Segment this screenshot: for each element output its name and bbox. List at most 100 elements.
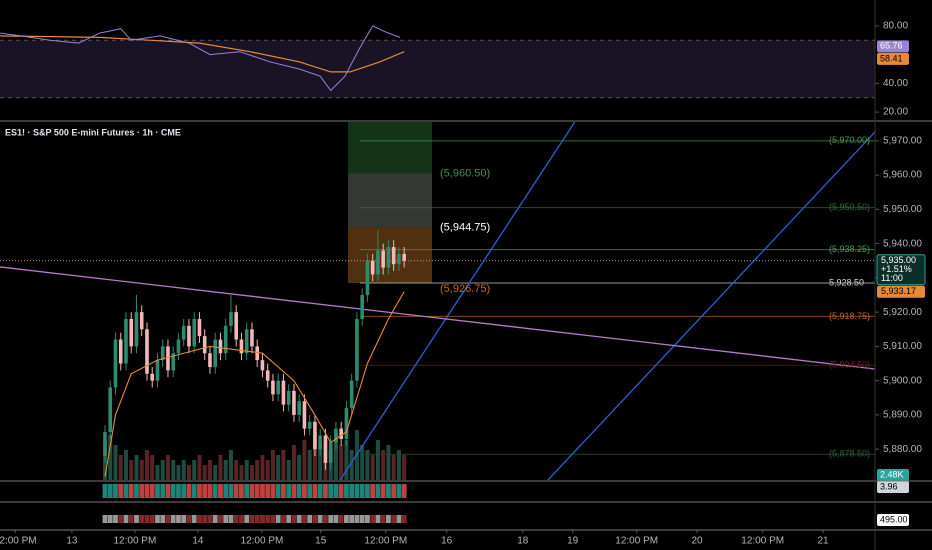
candle-body bbox=[113, 339, 118, 388]
indicator-cell bbox=[218, 484, 223, 498]
y-tick-label: 5,920.00 bbox=[883, 307, 922, 318]
candle-body bbox=[386, 247, 391, 268]
indicator-cell bbox=[396, 484, 402, 498]
indicator-cell bbox=[275, 484, 281, 498]
indicator2-cell bbox=[197, 515, 202, 523]
main-pane bbox=[0, 122, 875, 480]
indicator2-cell bbox=[375, 515, 381, 523]
indicator-cell bbox=[212, 484, 218, 498]
rsi-line bbox=[0, 25, 401, 92]
volume-bar bbox=[381, 450, 386, 480]
y-tick-label: 5,900.00 bbox=[883, 375, 922, 386]
rsi-ma-last: 58.41 bbox=[880, 53, 903, 63]
indicator2-cell bbox=[191, 515, 197, 523]
volume-bar bbox=[186, 465, 191, 480]
candle-body bbox=[397, 253, 401, 265]
candle-body bbox=[281, 380, 286, 405]
candle-body bbox=[250, 329, 254, 347]
indicator2-label: 495.00 bbox=[880, 514, 908, 524]
volume-bar bbox=[391, 455, 396, 480]
candle-body bbox=[355, 318, 359, 381]
rsi-tick-label: 20.00 bbox=[883, 107, 908, 118]
indicator2-cell bbox=[107, 515, 113, 523]
indicator2-cell bbox=[218, 515, 223, 523]
indicator-cell bbox=[239, 484, 244, 498]
volume-bar bbox=[150, 455, 155, 480]
volume-bar bbox=[265, 460, 270, 480]
indicator2-cell bbox=[223, 515, 229, 523]
candle-body bbox=[213, 339, 218, 367]
rsi-ma-line bbox=[0, 35, 405, 73]
candle-body bbox=[255, 346, 259, 361]
indicator2-cell bbox=[401, 515, 407, 523]
indicator2-cell bbox=[113, 515, 118, 523]
indicator-cell bbox=[254, 484, 260, 498]
volume-bar bbox=[249, 465, 254, 480]
indicator2-cell bbox=[307, 515, 313, 523]
indicator2-cell bbox=[149, 515, 155, 523]
candle-body bbox=[166, 346, 170, 371]
indicator-cell bbox=[344, 484, 349, 498]
candle-body bbox=[292, 390, 296, 415]
x-tick-label: 15 bbox=[315, 536, 327, 547]
indicator2-label-bg bbox=[877, 514, 909, 526]
last-price-bg bbox=[876, 254, 926, 286]
box-level-label: (5,960.50) bbox=[440, 167, 490, 179]
indicator2-cell bbox=[391, 515, 397, 523]
indicator2-cell bbox=[317, 515, 323, 523]
volume-bar bbox=[202, 465, 207, 480]
indicator2-cell bbox=[186, 515, 192, 523]
candle-body bbox=[381, 250, 385, 268]
indicator2-cell bbox=[359, 515, 365, 523]
candle-body bbox=[370, 260, 375, 275]
indicator2-cell bbox=[144, 515, 150, 523]
indicator2-cell bbox=[128, 515, 134, 523]
indicator-cell bbox=[291, 484, 297, 498]
volume-bar bbox=[344, 440, 349, 480]
volume-bar bbox=[218, 455, 223, 480]
rsi-last: 65.76 bbox=[880, 41, 903, 51]
last-price: 5,935.00 bbox=[881, 255, 916, 265]
rsi-last-bg bbox=[877, 40, 909, 53]
indicator-cell bbox=[181, 484, 187, 498]
volume-bar bbox=[134, 455, 139, 480]
countdown: 11:00 bbox=[881, 273, 903, 283]
indicator-cell bbox=[323, 484, 328, 498]
indicator2-cell bbox=[260, 515, 265, 523]
indicator2-cell bbox=[270, 515, 276, 523]
candle-body bbox=[365, 260, 370, 296]
x-tick-label: 19 bbox=[567, 536, 579, 547]
candle-body bbox=[234, 312, 239, 340]
volume-bar bbox=[160, 460, 165, 480]
indicator-cell bbox=[281, 484, 286, 498]
candle-body bbox=[145, 329, 149, 374]
indicator-cell bbox=[333, 484, 339, 498]
volume-bar bbox=[360, 445, 365, 480]
rsi-band bbox=[0, 40, 875, 98]
indicator-cell bbox=[365, 484, 370, 498]
level-label: (5,904.50) bbox=[829, 360, 870, 370]
candle-body bbox=[260, 360, 265, 371]
volume-bar bbox=[234, 460, 239, 480]
box-level-label: (5,944.75) bbox=[440, 221, 490, 233]
indicator-cell bbox=[375, 484, 381, 498]
volume-bar bbox=[312, 435, 317, 480]
indicator-cell bbox=[186, 484, 192, 498]
candle-body bbox=[129, 318, 134, 347]
volume-bar bbox=[349, 450, 354, 480]
indicator2-cell bbox=[228, 515, 234, 523]
indicator-cell bbox=[307, 484, 313, 498]
volume-bar bbox=[370, 455, 375, 480]
indicator-cell bbox=[107, 484, 113, 498]
indicator2-cell bbox=[102, 515, 108, 523]
level-label: (5,950.50) bbox=[829, 202, 870, 212]
x-tick-label: 12:00 PM bbox=[364, 536, 407, 547]
candle-body bbox=[360, 295, 364, 319]
candle-body bbox=[208, 353, 212, 367]
volume-bar bbox=[239, 465, 244, 480]
level-label: (5,878.50) bbox=[829, 449, 870, 459]
indicator-cell bbox=[155, 484, 160, 498]
candle-body bbox=[192, 318, 197, 347]
candle-body bbox=[229, 312, 233, 326]
level-label: (5,918.75) bbox=[829, 311, 870, 321]
